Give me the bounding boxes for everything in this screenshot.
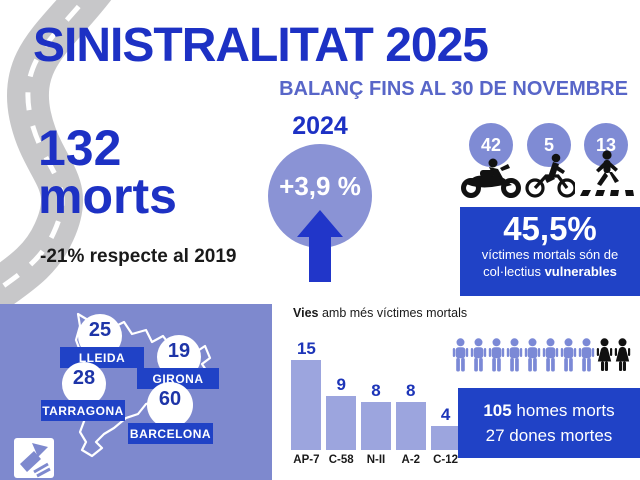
vulnerable-stats-box: 45,5% víctimes mortals són de col·lectiu…	[460, 207, 640, 296]
bicycle-icon	[525, 153, 575, 198]
male-person-icon	[470, 338, 487, 372]
male-person-icon	[524, 338, 541, 372]
motorcycle-icon	[461, 158, 521, 198]
catalonia-map: 25 LLEIDA 19 GIRONA 28 TARRAGONA 60 BARC…	[0, 304, 272, 480]
bar-column: 8 A-2	[395, 330, 426, 466]
male-person-icon	[578, 338, 595, 372]
vulnerable-caption-line1: víctimes mortals són de	[481, 246, 619, 262]
tarragona-deaths-count: 28	[72, 367, 96, 389]
barcelona-deaths-count: 60	[158, 388, 182, 410]
deaths-count: 132	[38, 120, 122, 176]
bar-chart-columns: 15 AP-7 9 C-58 8 N-II 8 A-2 4 C-12	[291, 330, 461, 466]
male-deaths-text: homes morts	[511, 400, 615, 420]
female-deaths-line: 27 dones mortes	[485, 426, 613, 445]
page-title: SINISTRALITAT 2025	[33, 19, 489, 72]
vulnerable-percent: 45,5%	[503, 210, 597, 247]
gender-icon-row	[452, 336, 640, 378]
change-year: 2024	[292, 112, 348, 140]
bar-column: 15 AP-7	[291, 330, 322, 466]
male-person-icon	[542, 338, 559, 372]
bar-value-label: 8	[406, 381, 416, 400]
vulnerable-caption-line2: col·lectius	[483, 263, 545, 279]
male-deaths-count: 105	[483, 400, 512, 420]
bar-value-label: 9	[336, 375, 346, 394]
pedestrian-deaths-count: 13	[595, 134, 617, 155]
male-person-icon	[560, 338, 577, 372]
bar	[291, 360, 322, 450]
bar-column: 8 N-II	[360, 330, 392, 466]
lleida-deaths-count: 25	[88, 319, 112, 341]
female-person-icon	[596, 338, 613, 371]
pedestrian-icon	[580, 150, 634, 196]
vulnerable-caption-bold: vulnerables	[544, 263, 617, 279]
marker-dome	[62, 362, 106, 406]
chart-title-rest: amb més víctimes mortals	[318, 306, 468, 320]
deaths-comparison: -21% respecte al 2019	[40, 246, 237, 267]
tarragona-label: TARRAGONA	[41, 400, 125, 421]
bar-category-label: AP-7	[293, 454, 320, 466]
deaths-total: 132 morts	[38, 120, 177, 224]
bar-column: 4 C-12	[430, 330, 461, 466]
bar-category-label: N-II	[366, 454, 386, 466]
bar-category-label: C-12	[433, 454, 459, 466]
bar	[360, 402, 391, 450]
pedestrian-deaths-badge: 13	[584, 123, 628, 167]
marker-dome	[147, 382, 193, 428]
bicycle-deaths-count: 5	[543, 134, 554, 155]
gender-stats-box: 105 homes morts 27 dones mortes	[458, 388, 640, 458]
bar-category-label: C-58	[328, 454, 354, 466]
bar-column: 9 C-58	[326, 330, 357, 466]
change-circle: +3,9 %	[268, 144, 372, 248]
male-deaths-line: 105 homes morts	[483, 398, 614, 424]
bar-value-label: 4	[440, 405, 451, 424]
deaths-unit: morts	[38, 168, 177, 224]
bicycle-deaths-badge: 5	[527, 123, 571, 167]
female-person-icon	[614, 338, 631, 371]
male-person-icon	[488, 338, 505, 372]
bar-value-label: 8	[371, 381, 381, 400]
chart-title-bold: Vies	[293, 306, 319, 320]
bar-value-label: 15	[296, 339, 316, 358]
male-person-icon	[506, 338, 523, 372]
page-subtitle: BALANÇ FINS AL 30 DE NOVEMBRE	[279, 78, 628, 100]
barcelona-label: BARCELONA	[128, 423, 213, 444]
girona-deaths-count: 19	[167, 340, 191, 362]
bar	[430, 426, 461, 450]
bar	[326, 396, 357, 450]
road-graphic-icon	[0, 0, 112, 310]
bar-category-label: A-2	[401, 454, 421, 466]
sct-logo	[14, 438, 54, 478]
change-value: +3,9 %	[279, 170, 361, 201]
chart-title: Vies amb més víctimes mortals	[293, 306, 467, 320]
male-person-icon	[452, 338, 469, 372]
bar	[395, 402, 426, 450]
vulnerable-caption: víctimes mortals són de col·lectius vuln…	[460, 247, 640, 281]
motorcycle-deaths-count: 42	[480, 134, 502, 155]
up-arrow-icon	[297, 210, 343, 282]
